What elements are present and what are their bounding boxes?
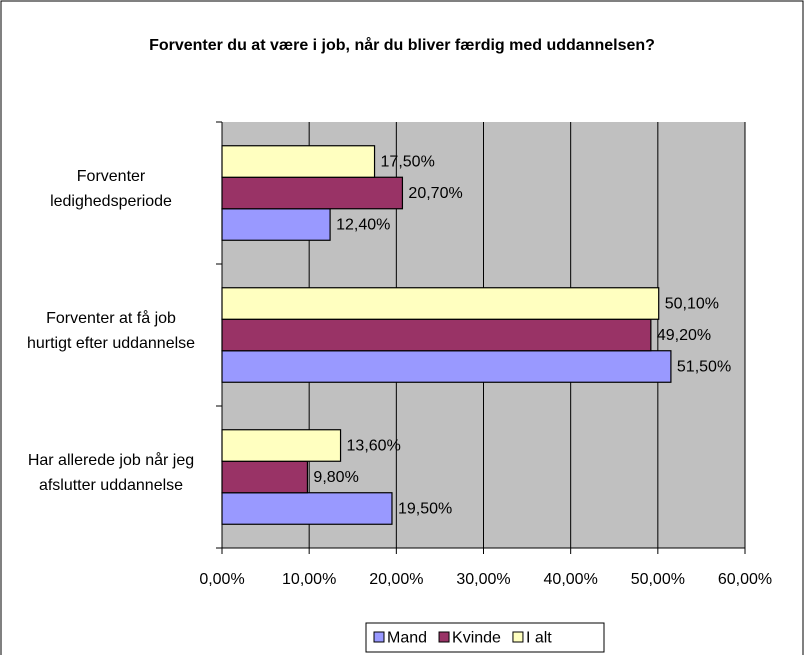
data-label: 50,10% bbox=[665, 296, 719, 313]
bar bbox=[221, 460, 309, 494]
x-tick-label: 60,00% bbox=[718, 571, 772, 588]
x-tick-label: 50,00% bbox=[631, 571, 685, 588]
bar bbox=[221, 208, 331, 241]
legend-label: Kvinde bbox=[452, 630, 501, 647]
x-tick-label: 10,00% bbox=[282, 571, 336, 588]
bar bbox=[221, 492, 393, 525]
y-tick-label: Forventer ledighedsperiode bbox=[50, 168, 172, 210]
x-tick-label: 0,00% bbox=[199, 571, 244, 588]
y-tick-label: Forventer at få job hurtigt efter uddann… bbox=[26, 310, 196, 352]
x-tick-label: 40,00% bbox=[544, 571, 598, 588]
legend-swatch bbox=[373, 631, 385, 643]
data-label: 51,50% bbox=[677, 359, 731, 376]
data-label: 20,70% bbox=[408, 185, 462, 202]
bar bbox=[221, 318, 652, 352]
x-tick-label: 30,00% bbox=[456, 571, 510, 588]
bar bbox=[221, 350, 672, 383]
bar bbox=[221, 176, 404, 210]
data-label: 9,80% bbox=[313, 469, 358, 486]
legend-box bbox=[365, 622, 605, 653]
data-label: 49,20% bbox=[657, 327, 711, 344]
y-tick-label: Har allerede job når jeg afslutter uddan… bbox=[27, 452, 195, 494]
legend-swatch bbox=[438, 631, 450, 643]
legend-swatch bbox=[512, 631, 524, 643]
data-label: 12,40% bbox=[336, 217, 390, 234]
data-label: 13,60% bbox=[347, 438, 401, 455]
data-label: 17,50% bbox=[381, 154, 435, 171]
chart-title: Forventer du at være i job, når du blive… bbox=[149, 37, 655, 54]
bar bbox=[221, 429, 342, 462]
bar bbox=[221, 287, 660, 320]
legend-label: I alt bbox=[526, 630, 552, 647]
legend-label: Mand bbox=[387, 630, 427, 647]
data-label: 19,50% bbox=[398, 501, 452, 518]
bar bbox=[221, 145, 376, 178]
x-tick-label: 20,00% bbox=[369, 571, 423, 588]
